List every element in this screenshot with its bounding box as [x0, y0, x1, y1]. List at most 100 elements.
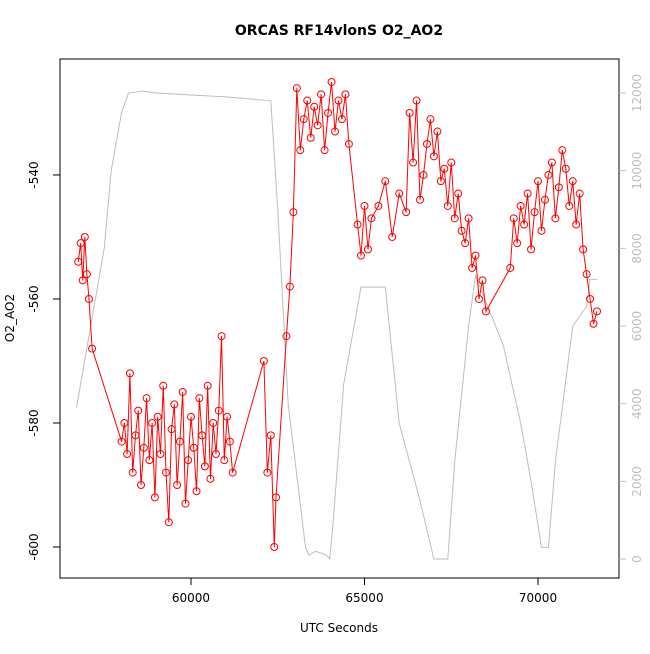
- data-point: [527, 245, 536, 254]
- data-point: [189, 443, 198, 452]
- data-point: [388, 232, 397, 241]
- data-point: [78, 276, 87, 285]
- y-tick-label: -540: [27, 161, 41, 188]
- data-point: [206, 474, 215, 483]
- data-point: [582, 270, 591, 279]
- data-point: [292, 84, 301, 93]
- data-point: [429, 152, 438, 161]
- data-point: [299, 115, 308, 124]
- data-point: [282, 332, 291, 341]
- data-point: [337, 115, 346, 124]
- data-point: [464, 214, 473, 223]
- data-point: [211, 449, 220, 458]
- data-point: [125, 369, 134, 378]
- data-point: [589, 319, 598, 328]
- data-point: [214, 406, 223, 415]
- data-point: [481, 307, 490, 316]
- data-point: [412, 96, 421, 105]
- data-point: [266, 431, 275, 440]
- data-point: [327, 77, 336, 86]
- y-tick-label: -560: [27, 285, 41, 312]
- data-point: [530, 208, 539, 217]
- data-point: [534, 177, 543, 186]
- x-tick-label: 60000: [172, 591, 210, 605]
- series-line: [77, 81, 598, 548]
- data-point: [310, 102, 319, 111]
- data-point: [139, 443, 148, 452]
- data-point: [443, 201, 452, 210]
- data-point: [303, 96, 312, 105]
- y2-tick-label: 10000: [630, 152, 644, 190]
- data-point: [405, 108, 414, 117]
- data-point: [554, 183, 563, 192]
- data-point: [137, 480, 146, 489]
- data-point: [289, 208, 298, 217]
- data-point: [436, 177, 445, 186]
- x-axis-label: UTC Seconds: [300, 621, 378, 635]
- data-point: [416, 195, 425, 204]
- data-point: [547, 158, 556, 167]
- data-point: [225, 437, 234, 446]
- data-point: [306, 133, 315, 142]
- data-point: [117, 437, 126, 446]
- data-point: [450, 214, 459, 223]
- data-point: [134, 406, 143, 415]
- data-point: [544, 170, 553, 179]
- data-point: [313, 121, 322, 130]
- data-point: [402, 208, 411, 217]
- data-point: [164, 518, 173, 527]
- data-point: [353, 220, 362, 229]
- data-point: [159, 381, 168, 390]
- data-point: [334, 96, 343, 105]
- data-point: [344, 139, 353, 148]
- data-point: [523, 189, 532, 198]
- y2-tick-label: 2000: [630, 466, 644, 497]
- data-point: [320, 146, 329, 155]
- data-point: [285, 282, 294, 291]
- data-point: [561, 164, 570, 173]
- data-point: [131, 431, 140, 440]
- y2-tick-label: 0: [630, 555, 644, 563]
- data-point: [540, 195, 549, 204]
- data-point: [259, 356, 268, 365]
- data-point: [178, 387, 187, 396]
- data-point: [84, 294, 93, 303]
- data-point: [447, 158, 456, 167]
- data-point: [461, 239, 470, 248]
- data-point: [195, 394, 204, 403]
- data-point: [270, 542, 279, 551]
- data-point: [142, 394, 151, 403]
- data-point: [150, 493, 159, 502]
- data-point: [475, 294, 484, 303]
- data-point: [76, 239, 85, 248]
- y-axis-label: O2_AO2: [3, 294, 17, 342]
- data-point: [551, 214, 560, 223]
- plot-frame: [59, 58, 620, 579]
- data-point: [374, 201, 383, 210]
- data-point: [217, 332, 226, 341]
- data-point: [156, 449, 165, 458]
- x-tick-label: 65000: [345, 591, 383, 605]
- data-point: [395, 189, 404, 198]
- y2-tick-label: 12000: [630, 74, 644, 112]
- data-point: [153, 412, 162, 421]
- data-point: [317, 90, 326, 99]
- data-point: [203, 381, 212, 390]
- data-point: [468, 263, 477, 272]
- data-point: [324, 108, 333, 117]
- data-point: [296, 146, 305, 155]
- data-point: [170, 400, 179, 409]
- data-point: [586, 294, 595, 303]
- data-point: [506, 263, 515, 272]
- data-point: [537, 226, 546, 235]
- data-point: [162, 468, 171, 477]
- data-point: [120, 418, 129, 427]
- data-point: [341, 90, 350, 99]
- data-point: [572, 220, 581, 229]
- data-point: [82, 270, 91, 279]
- data-point: [272, 493, 281, 502]
- data-point: [558, 146, 567, 155]
- data-point: [74, 257, 83, 266]
- data-point: [228, 468, 237, 477]
